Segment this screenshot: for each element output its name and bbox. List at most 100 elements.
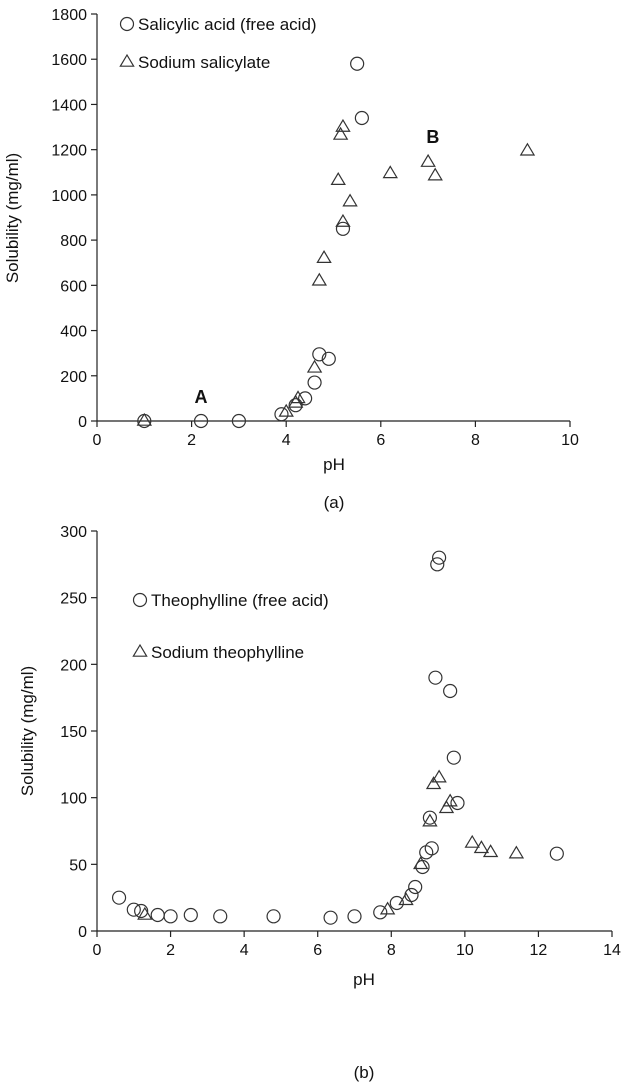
data-point-circle [430,557,445,572]
data-point-triangle [379,901,396,915]
data-point-triangle [335,118,351,132]
data-point-circle [428,670,443,685]
x-tick-label: 8 [387,942,396,959]
data-point-triangle [431,769,447,783]
y-tick-label: 1400 [51,97,87,114]
annotation-b: B [426,127,439,147]
y-tick-label: 200 [60,657,87,674]
chart-b-panel-label: (b) [354,1063,375,1082]
data-point-triangle [136,412,153,426]
y-tick-label: 1800 [51,7,87,24]
data-point-triangle [482,844,499,858]
data-point-circle [193,413,209,429]
chart-b-tick-labels: 0 50 100 150 200 250 300 0 2 4 6 8 10 12 14 [60,524,621,959]
legend-triangle-marker [132,643,148,657]
annotation-a: A [195,387,208,407]
data-point-triangle [290,390,306,404]
y-tick-label: 1000 [51,188,87,205]
chart-b-y-axis-label: Solubility (mg/ml) [18,666,37,796]
y-tick-label: 0 [78,924,87,941]
legend-triangle-marker [119,53,135,67]
chart-a-tick-labels: 0 200 400 600 800 1000 1200 1400 1600 1800 0 2 4 6 8 10 [51,7,579,449]
data-point-triangle [420,153,436,167]
chart-b-legend: Theophylline (free acid) Sodium theophyl… [132,591,329,662]
data-point-circle [443,683,458,699]
data-point-circle [549,846,564,861]
data-point-triangle [427,167,443,181]
data-point-circle [274,407,289,422]
data-point-triangle [413,856,429,870]
data-point-triangle [398,892,414,906]
chart-a-axes [91,13,571,427]
chart-a-x-axis-label: pH [323,455,345,474]
legend-item-sodium-theophylline: Sodium theophylline [132,643,304,662]
x-tick-label: 12 [530,942,548,959]
legend-circle-marker [119,16,135,32]
data-point-circle [446,750,461,765]
x-tick-label: 10 [456,942,474,959]
y-tick-label: 300 [60,524,87,541]
chart-b-axes [91,530,613,937]
data-point-triangle [473,840,490,854]
data-point-triangle [425,776,442,790]
legend-label-sodium-theophylline: Sodium theophylline [151,643,304,662]
data-point-circle [288,398,303,413]
data-point-circle [298,391,313,406]
data-point-circle [450,795,465,811]
legend-circle-marker [132,592,148,608]
x-tick-label: 14 [603,942,621,959]
data-point-triangle [335,213,351,227]
y-tick-label: 1600 [51,52,87,69]
y-tick-label: 200 [60,369,87,386]
chart-a-panel-label: (a) [324,493,345,512]
x-tick-label: 2 [187,432,196,449]
data-point-triangle [382,165,398,179]
data-point-circle [335,221,351,236]
data-point-triangle [519,142,536,156]
x-tick-label: 0 [93,432,102,449]
x-tick-label: 4 [240,942,249,959]
chart-a-data-points [136,56,536,429]
legend-item-sodium-salicylate: Sodium salicylate [119,53,270,72]
y-tick-label: 1200 [51,143,87,160]
data-point-circle [213,909,228,924]
chart-a-y-axis-label: Solubility (mg/ml) [3,153,22,283]
legend-label-salicylic-acid: Salicylic acid (free acid) [138,15,317,34]
data-point-circle [231,413,246,429]
x-tick-label: 4 [282,432,291,449]
data-point-circle [432,550,447,565]
y-tick-label: 100 [60,791,87,808]
chart-b-x-axis-label: pH [353,970,375,989]
data-point-triangle [422,813,438,827]
x-tick-label: 6 [376,432,385,449]
y-tick-label: 400 [60,324,87,341]
legend-item-salicylic-acid: Salicylic acid (free acid) [119,15,317,34]
data-point-triangle [311,272,328,286]
data-point-circle [126,902,141,917]
data-point-circle [150,907,165,923]
data-point-circle [183,907,198,923]
x-tick-label: 0 [93,942,102,959]
data-point-circle [312,347,327,362]
data-point-triangle [330,172,346,185]
data-point-triangle [464,834,480,848]
y-tick-label: 600 [60,278,87,295]
data-point-triangle [278,403,294,417]
data-point-circle [163,909,178,924]
data-point-triangle [316,250,332,263]
data-point-circle [111,890,127,905]
y-tick-label: 250 [60,591,87,608]
y-tick-label: 150 [60,724,87,741]
data-point-circle [354,110,369,126]
data-point-triangle [137,906,153,920]
data-point-circle [408,879,423,895]
data-point-circle [321,351,336,366]
data-point-triangle [306,359,323,373]
data-point-circle [424,841,439,856]
chart-panel-b: 0 50 100 150 200 250 300 0 2 4 6 8 10 12 14 pH Solubil… [18,524,621,1082]
chart-a-legend: Salicylic acid (free acid) Sodium salicy… [119,15,317,72]
y-tick-label: 0 [78,414,87,431]
legend-circle-marker [132,592,148,608]
data-point-triangle [442,793,458,807]
